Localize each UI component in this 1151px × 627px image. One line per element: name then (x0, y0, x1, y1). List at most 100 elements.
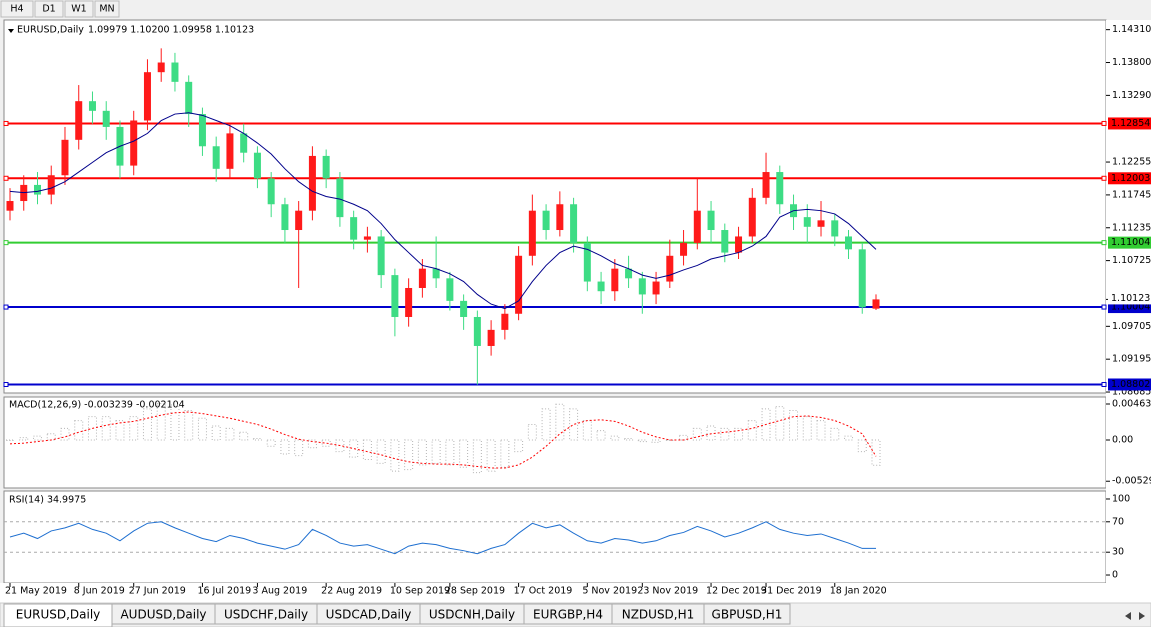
toolbar (0, 0, 1151, 18)
tab-label[interactable]: GBPUSD,H1 (712, 608, 783, 622)
candle-body (350, 217, 358, 240)
chart-tab[interactable]: AUDUSD,Daily (111, 603, 216, 625)
rsi-title: RSI(14) 34.9975 (9, 495, 86, 506)
candle-body (611, 268, 619, 292)
macd-histogram-bar (472, 439, 482, 474)
candle-body (336, 178, 344, 218)
macd-histogram-bar (857, 439, 867, 453)
tab-label[interactable]: EURGBP,H4 (533, 608, 603, 622)
x-tick-label: 8 Jun 2019 (74, 586, 125, 597)
x-tick-label: 27 Jun 2019 (129, 586, 186, 597)
candle-body (295, 210, 303, 231)
tab-label[interactable]: USDCNH,Daily (429, 608, 515, 622)
macd-histogram-bar (651, 439, 661, 443)
time-scale (0, 583, 1151, 603)
candle-body (528, 210, 536, 256)
timeframe-label[interactable]: MN (99, 4, 114, 15)
chart-tab[interactable]: USDCAD,Daily (316, 603, 421, 625)
macd-histogram-bar (596, 430, 606, 441)
y-tick-label: 1.09195 (1112, 354, 1151, 365)
y-tick-label: 1.13800 (1112, 57, 1151, 68)
candle-body (625, 268, 633, 279)
candle-body (583, 242, 591, 282)
candle-body (735, 236, 743, 253)
candle-body (157, 62, 165, 73)
macd-histogram-bar (610, 435, 620, 441)
candle-body (47, 175, 55, 195)
macd-histogram-bar (170, 404, 180, 441)
symbol-title: EURUSD,Daily (17, 25, 84, 36)
candle-body (212, 146, 220, 169)
candle-body (638, 278, 646, 295)
timeframe-button[interactable] (64, 0, 94, 18)
x-tick-label: 28 Sep 2019 (445, 586, 505, 597)
level-handle (3, 240, 9, 246)
level-price-tag (1108, 117, 1151, 130)
macd-histogram-bar (307, 439, 317, 449)
chart-tab[interactable]: GBPUSD,H1 (703, 603, 791, 625)
y-tick-label: 1.12255 (1112, 157, 1151, 168)
macd-histogram-bar (280, 439, 290, 455)
y-tick-label: 70 (1112, 516, 1124, 527)
candle-body (102, 110, 110, 127)
tab-label[interactable]: NZDUSD,H1 (622, 608, 695, 622)
timeframe-label[interactable]: D1 (42, 4, 55, 15)
chart-tab[interactable]: NZDUSD,H1 (611, 603, 705, 625)
tab-label[interactable]: EURUSD,Daily (16, 608, 101, 622)
macd-histogram-bar (541, 408, 551, 441)
tab-label[interactable]: USDCHF,Daily (224, 608, 308, 622)
macd-histogram-bar (335, 439, 345, 453)
candle-body (33, 184, 41, 195)
y-tick-label: 0 (1112, 570, 1118, 581)
level-price-label: 1.10004 (1111, 302, 1150, 313)
y-tick-label: 1.11745 (1112, 189, 1151, 200)
chart-tab[interactable]: EURGBP,H4 (523, 603, 613, 625)
timeframe-button[interactable] (94, 0, 120, 18)
macd-histogram-bar (87, 416, 97, 441)
level-price-tag (1108, 172, 1151, 185)
chart-tab[interactable]: USDCNH,Daily (419, 603, 525, 625)
macd-histogram-bar (747, 420, 757, 441)
candle-body (487, 329, 495, 346)
macd-histogram-bar (569, 408, 579, 441)
candle-body (391, 275, 399, 317)
macd-histogram-bar (32, 435, 42, 441)
candle-body (432, 268, 440, 279)
tab-background[interactable] (703, 603, 791, 625)
macd-histogram-bar (252, 437, 262, 441)
timeframe-button[interactable] (0, 0, 34, 18)
tab-label[interactable]: USDCAD,Daily (326, 608, 412, 622)
macd-histogram-bar (555, 403, 565, 441)
rsi-panel (3, 490, 1107, 584)
macd-histogram-bar (321, 439, 331, 447)
level-handle (1101, 175, 1107, 181)
candle-body (817, 220, 825, 227)
scroll-right[interactable] (1139, 612, 1145, 620)
last-price-tag (1108, 293, 1151, 305)
tab-label[interactable]: AUDUSD,Daily (120, 608, 206, 622)
macd-histogram-bar (156, 402, 166, 441)
symbol-menu-arrow[interactable] (8, 29, 14, 33)
candle-body (226, 133, 234, 169)
y-tick-label: -0.005299 (1112, 476, 1151, 487)
timeframe-label[interactable]: W1 (71, 4, 86, 15)
timeframe-label[interactable]: H4 (10, 4, 23, 15)
candle-body (693, 210, 701, 243)
macd-histogram-bar (197, 417, 207, 441)
chart-tab[interactable]: USDCHF,Daily (214, 603, 318, 625)
candle-body (185, 81, 193, 115)
macd-histogram-bar (142, 408, 152, 441)
rsi-line (9, 521, 877, 555)
macd-histogram-bar (871, 439, 881, 466)
y-tick-label: 1.11235 (1112, 222, 1151, 233)
scroll-left[interactable] (1125, 612, 1131, 620)
candle-body (418, 268, 426, 288)
candle-body (363, 236, 371, 240)
chart-tab[interactable]: EURUSD,Daily (3, 603, 113, 627)
candle-body (281, 204, 289, 231)
level-handle (3, 120, 9, 126)
candle-body (858, 249, 866, 308)
timeframe-button[interactable] (34, 0, 64, 18)
x-tick-label: 5 Nov 2019 (582, 586, 637, 597)
macd-histogram-bar (679, 434, 689, 441)
